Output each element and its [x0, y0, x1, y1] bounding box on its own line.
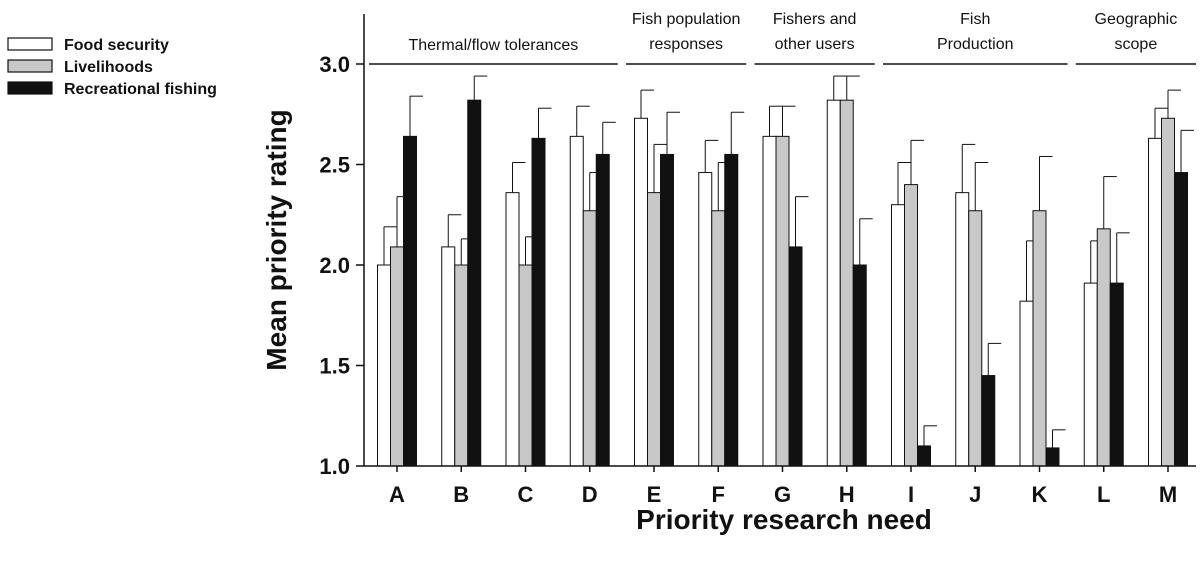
- x-tick-label: D: [582, 482, 598, 507]
- bar: [775, 135, 790, 467]
- y-tick-label: 1.5: [319, 354, 350, 379]
- legend-swatch: [7, 37, 53, 51]
- bar: [1148, 137, 1162, 467]
- bar: [698, 172, 713, 467]
- x-tick-label: K: [1032, 482, 1048, 507]
- group-label: other users: [775, 36, 855, 53]
- x-tick-label: G: [774, 482, 791, 507]
- bar: [505, 192, 520, 467]
- y-axis-title: Mean priority rating: [261, 109, 292, 370]
- y-tick-label: 2.5: [319, 153, 350, 178]
- x-tick-label: H: [839, 482, 855, 507]
- x-tick-label: B: [453, 482, 469, 507]
- x-tick-label: M: [1159, 482, 1177, 507]
- bar: [788, 246, 803, 467]
- x-tick-label: E: [647, 482, 662, 507]
- group-annotations: Thermal/flow tolerances Fish population re…: [369, 11, 1196, 65]
- bars: [377, 75, 1194, 467]
- x-axis-title: Priority research need: [636, 504, 932, 535]
- bar: [839, 99, 854, 467]
- bar: [531, 137, 546, 467]
- y-tick-label: 2.0: [319, 253, 350, 278]
- bar: [1109, 282, 1124, 467]
- bar: [518, 264, 533, 467]
- x-tick-label: J: [969, 482, 981, 507]
- bar: [454, 264, 469, 467]
- bar: [1045, 447, 1060, 467]
- bar: [569, 135, 584, 467]
- bar: [826, 99, 841, 467]
- bar: [955, 192, 970, 467]
- legend-swatch: [7, 81, 53, 95]
- bar: [467, 99, 482, 467]
- group-label: Fish: [960, 11, 990, 28]
- bar: [762, 135, 777, 467]
- bar: [1083, 282, 1098, 467]
- legend-swatch: [7, 59, 53, 73]
- bar: [1174, 172, 1188, 467]
- y-tick-label: 1.0: [319, 454, 350, 479]
- bar: [1161, 117, 1175, 467]
- x-tick-label: I: [908, 482, 914, 507]
- bar: [403, 135, 417, 467]
- bar: [634, 117, 648, 467]
- bar: [595, 153, 610, 467]
- y-ticks: 1.0 1.5 2.0 2.5 3.0: [319, 52, 364, 479]
- bar: [1032, 210, 1047, 467]
- legend: Food security Livelihoods Recreational fis…: [7, 37, 217, 98]
- bar: [904, 184, 918, 467]
- group-label: Geographic: [1095, 11, 1178, 28]
- bar: [1019, 300, 1034, 467]
- x-tick-label: A: [389, 482, 405, 507]
- bar: [647, 192, 661, 467]
- bar: [377, 264, 391, 467]
- legend-label: Food security: [64, 37, 169, 54]
- group-label: scope: [1115, 36, 1158, 53]
- bar: [917, 445, 931, 467]
- legend-label: Livelihoods: [64, 59, 153, 76]
- bar: [660, 153, 674, 467]
- bar: [724, 153, 739, 467]
- group-label: Fishers and: [773, 11, 857, 28]
- bar: [441, 246, 456, 467]
- group-label: Fish population: [632, 11, 741, 28]
- group-label: Thermal/flow tolerances: [408, 37, 578, 54]
- legend-label: Recreational fishing: [64, 81, 217, 98]
- bar: [852, 264, 867, 467]
- x-tick-label: L: [1097, 482, 1110, 507]
- bar: [891, 204, 905, 467]
- bar: [390, 246, 404, 467]
- group-label: Production: [937, 36, 1014, 53]
- bar: [582, 210, 597, 467]
- bar: [981, 375, 996, 467]
- axes: [363, 14, 1196, 467]
- x-tick-labels: A B C D E F G H I J K L M: [389, 466, 1177, 507]
- x-tick-label: C: [518, 482, 534, 507]
- y-tick-label: 3.0: [319, 52, 350, 77]
- bar: [711, 210, 726, 467]
- bar: [1096, 228, 1111, 467]
- group-label: responses: [649, 36, 723, 53]
- x-tick-label: F: [712, 482, 725, 507]
- bar: [968, 210, 983, 467]
